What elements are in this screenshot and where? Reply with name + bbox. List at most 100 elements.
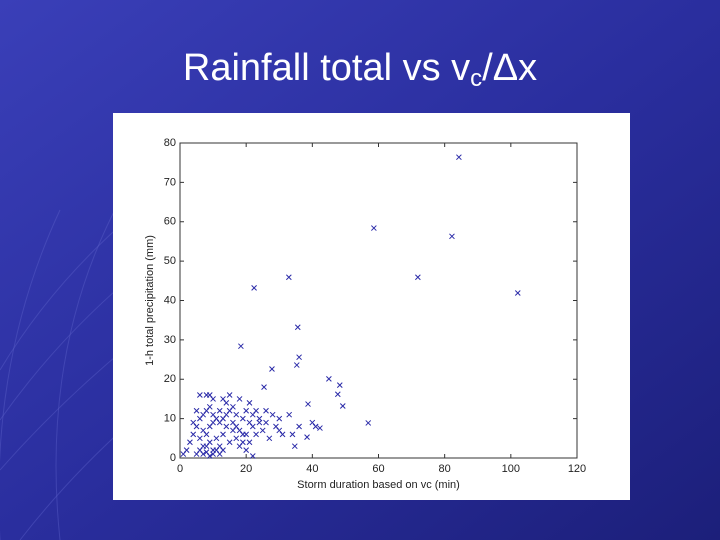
point-stroke <box>305 401 311 407</box>
point <box>240 415 246 422</box>
point <box>203 431 210 438</box>
point <box>246 400 253 406</box>
point-stroke <box>415 274 421 281</box>
point-stroke <box>246 400 253 406</box>
point-stroke <box>276 427 283 434</box>
y-axis-label: 1-h total precipitation (mm) <box>144 235 156 366</box>
point <box>243 447 250 453</box>
point <box>371 225 377 231</box>
point-stroke <box>253 407 259 414</box>
point-stroke <box>196 392 203 398</box>
point-stroke <box>243 431 250 438</box>
point <box>291 443 298 450</box>
point <box>233 411 240 418</box>
point-stroke <box>456 154 462 161</box>
point-stroke <box>206 453 213 459</box>
y-tick-label: 0 <box>170 452 176 464</box>
point <box>326 376 332 382</box>
point-stroke <box>213 435 220 442</box>
point-stroke <box>240 439 246 446</box>
point-stroke <box>296 354 302 361</box>
point-stroke <box>293 362 300 368</box>
y-tick-label: 50 <box>164 255 176 267</box>
point <box>415 274 421 281</box>
point-stroke <box>246 439 253 446</box>
point <box>236 427 243 434</box>
point <box>180 451 187 457</box>
point-stroke <box>236 396 243 402</box>
point <box>317 425 323 431</box>
point-stroke <box>263 407 269 414</box>
point <box>226 392 233 398</box>
point <box>203 443 210 450</box>
point-stroke <box>294 324 301 331</box>
point <box>269 411 276 418</box>
point-stroke <box>249 423 256 430</box>
point <box>196 435 203 442</box>
point <box>334 391 341 398</box>
point-stroke <box>269 411 276 418</box>
point-stroke <box>220 396 226 402</box>
point <box>200 451 207 457</box>
point <box>238 343 244 350</box>
point <box>276 427 283 434</box>
point-stroke <box>289 431 296 438</box>
point-stroke <box>317 425 323 431</box>
point-stroke <box>230 419 236 426</box>
point-stroke <box>249 453 256 459</box>
point-stroke <box>210 411 216 418</box>
point-stroke <box>326 376 332 382</box>
point-stroke <box>210 396 216 402</box>
point-stroke <box>285 274 292 281</box>
x-tick-label: 40 <box>306 463 318 475</box>
point-stroke <box>187 439 193 446</box>
point <box>226 439 233 446</box>
point <box>240 439 246 446</box>
point-stroke <box>253 431 259 438</box>
point-stroke <box>200 427 207 434</box>
point <box>293 362 300 368</box>
point-stroke <box>371 225 377 231</box>
x-tick-label: 20 <box>240 463 252 475</box>
point-stroke <box>213 447 220 453</box>
point-stroke <box>334 391 341 398</box>
point <box>289 431 296 438</box>
point <box>266 435 273 442</box>
point-stroke <box>233 423 240 430</box>
point-stroke <box>223 400 230 406</box>
point-stroke <box>206 392 213 398</box>
point-stroke <box>266 435 273 442</box>
title-subscript: c <box>470 65 482 92</box>
x-tick-label: 0 <box>177 463 183 475</box>
point-stroke <box>279 431 286 438</box>
point <box>514 290 521 296</box>
x-tick-label: 80 <box>439 463 451 475</box>
point <box>226 407 233 414</box>
x-tick-label: 100 <box>502 463 520 475</box>
point <box>196 392 203 398</box>
point <box>206 453 213 459</box>
point-stroke <box>243 447 250 453</box>
point-stroke <box>263 419 269 426</box>
point-stroke <box>336 382 343 389</box>
point-stroke <box>233 435 240 442</box>
point <box>246 439 253 446</box>
point-stroke <box>276 415 283 422</box>
point <box>253 431 259 438</box>
point <box>206 403 213 410</box>
point-stroke <box>291 443 298 450</box>
point-stroke <box>236 427 243 434</box>
y-tick-label: 70 <box>164 176 176 188</box>
point <box>233 435 240 442</box>
point-stroke <box>216 407 223 414</box>
point <box>296 423 302 430</box>
point <box>243 407 250 414</box>
point <box>249 453 256 459</box>
point <box>269 366 275 372</box>
point-stroke <box>238 343 244 350</box>
point <box>456 154 462 161</box>
point <box>263 407 269 414</box>
point-stroke <box>200 451 207 457</box>
